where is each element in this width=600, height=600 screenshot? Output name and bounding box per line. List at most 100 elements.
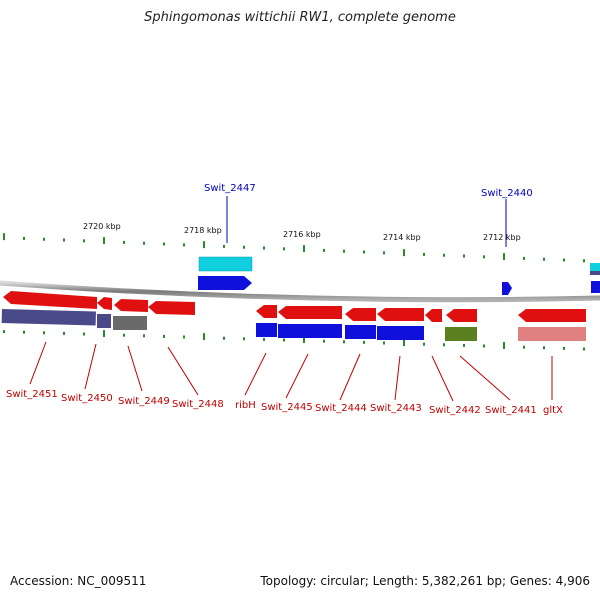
ruler-label-2712: 2712 kbp	[483, 233, 521, 242]
gene-swit-2443-lower[interactable]	[377, 326, 424, 340]
gene-swit-2449[interactable]	[114, 299, 148, 312]
tick-mark	[523, 345, 525, 349]
genome-backbone	[0, 280, 600, 303]
gene-swit-2442[interactable]	[425, 309, 442, 322]
label-swit-2442[interactable]: Swit_2442	[429, 405, 481, 416]
ruler-label-2720: 2720 kbp	[83, 222, 121, 231]
label-gltx[interactable]: gltX	[543, 405, 563, 416]
tick-mark	[383, 341, 385, 345]
tick-mark	[183, 335, 185, 339]
tick-mark	[223, 336, 225, 340]
gene-swit-2445[interactable]	[278, 306, 342, 319]
tick-mark	[63, 238, 65, 242]
tick-mark	[443, 343, 445, 347]
tick-mark	[423, 252, 425, 256]
tick-mark	[203, 241, 205, 249]
tick-mark	[83, 239, 85, 243]
tick-mark	[283, 338, 285, 342]
label-swit-2441[interactable]: Swit_2441	[485, 405, 537, 416]
gene-edge-blue[interactable]	[591, 281, 600, 293]
tick-mark	[383, 251, 385, 255]
gene-swit-2440[interactable]	[502, 282, 512, 295]
tick-mark	[43, 237, 45, 241]
gene-swit-2444-lower[interactable]	[345, 325, 376, 339]
label-swit-2449[interactable]: Swit_2449	[118, 396, 170, 407]
tick-mark	[483, 255, 485, 259]
ruler-label-2716: 2716 kbp	[283, 230, 321, 239]
label-swit-2450[interactable]: Swit_2450	[61, 393, 113, 404]
gene-swit-2447[interactable]	[198, 276, 252, 290]
tick-mark	[463, 343, 465, 347]
label-swit-2440[interactable]: Swit_2440	[481, 188, 533, 199]
tick-mark	[43, 331, 45, 335]
tick-mark	[343, 340, 345, 344]
tick-mark	[343, 249, 345, 253]
gene-swit-2451[interactable]	[3, 291, 97, 309]
gene-gltx[interactable]	[518, 309, 586, 322]
gene-swit-2441[interactable]	[446, 309, 477, 322]
tick-mark	[243, 337, 245, 341]
gene-gltx-lower[interactable]	[518, 327, 586, 341]
gene-swit-2451-lower[interactable]	[1, 309, 96, 326]
label-swit-2447[interactable]: Swit_2447	[204, 183, 256, 194]
tick-mark	[503, 253, 505, 261]
accession-text: Accession: NC_009511	[10, 574, 147, 588]
gene-swit-2450[interactable]	[97, 297, 112, 310]
gene-ribh-lower[interactable]	[256, 323, 277, 337]
tick-mark	[483, 344, 485, 348]
ruler-label-2714: 2714 kbp	[383, 233, 421, 242]
tick-mark	[103, 330, 105, 338]
gene-swit-2449-lower[interactable]	[113, 316, 147, 330]
label-swit-2451[interactable]: Swit_2451	[6, 389, 58, 400]
gene-swit-2447-upper[interactable]	[198, 256, 253, 272]
ruler-label-2718: 2718 kbp	[184, 226, 222, 235]
tick-mark	[323, 248, 325, 252]
label-swit-2448[interactable]: Swit_2448	[172, 399, 224, 410]
tick-mark	[363, 340, 365, 344]
tick-mark	[423, 342, 425, 346]
tick-mark	[143, 334, 145, 338]
gene-swit-2445-lower[interactable]	[278, 324, 342, 338]
gene-swit-2450-lower[interactable]	[97, 314, 111, 328]
tick-mark	[63, 331, 65, 335]
tick-mark	[123, 333, 125, 337]
tick-mark	[83, 332, 85, 336]
tick-mark	[503, 342, 505, 350]
tick-mark	[563, 258, 565, 262]
tick-mark	[543, 346, 545, 350]
genome-title: Sphingomonas wittichii RW1, complete gen…	[144, 10, 456, 25]
tick-mark	[3, 233, 5, 241]
tick-mark	[183, 243, 185, 247]
tick-mark	[3, 330, 5, 334]
lower-leaders	[29, 341, 553, 402]
tick-mark	[263, 337, 265, 341]
label-ribh[interactable]: ribH	[235, 400, 256, 411]
tick-mark	[563, 346, 565, 350]
outer-tick-row	[3, 233, 585, 263]
gene-edge-cyan[interactable]	[590, 263, 600, 271]
gene-edge-slate[interactable]	[590, 271, 600, 275]
gene-swit-2448[interactable]	[148, 301, 195, 315]
tick-mark	[303, 245, 305, 253]
tick-mark	[163, 242, 165, 246]
tick-mark	[23, 330, 25, 334]
label-swit-2445[interactable]: Swit_2445	[261, 402, 313, 413]
gene-swit-2444[interactable]	[345, 308, 376, 321]
tick-mark	[463, 254, 465, 258]
label-swit-2443[interactable]: Swit_2443	[370, 403, 422, 414]
gene-ribh[interactable]	[256, 305, 277, 318]
label-swit-2444[interactable]: Swit_2444	[315, 403, 367, 414]
tick-mark	[163, 334, 165, 338]
gene-swit-2441-lower[interactable]	[445, 327, 477, 341]
tick-mark	[223, 244, 225, 248]
tick-mark	[443, 253, 445, 257]
tick-mark	[403, 249, 405, 257]
genome-summary-text: Topology: circular; Length: 5,382,261 bp…	[260, 574, 590, 588]
tick-mark	[123, 240, 125, 244]
tick-mark	[363, 250, 365, 254]
gene-swit-2443[interactable]	[377, 308, 424, 321]
tick-mark	[403, 339, 405, 347]
tick-mark	[303, 336, 305, 344]
tick-mark	[543, 257, 545, 261]
